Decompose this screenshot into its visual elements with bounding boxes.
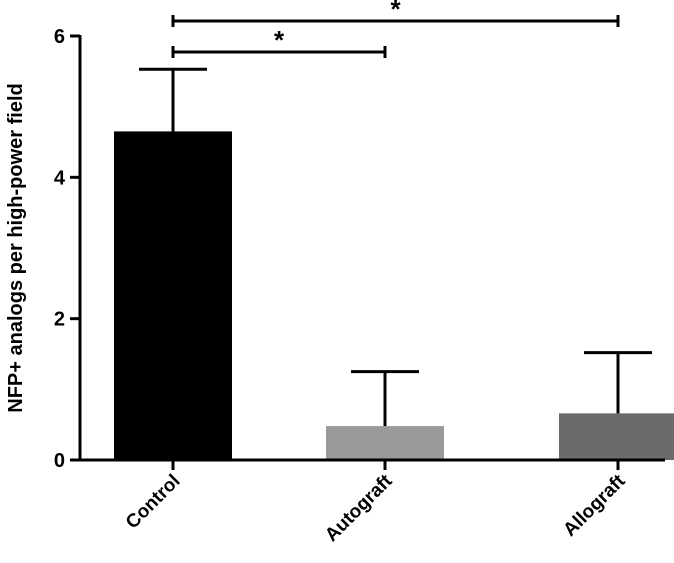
y-tick-label: 0 — [54, 450, 65, 472]
y-axis-label: NFP+ analogs per high-power field — [5, 83, 27, 412]
x-axis-labels: Control Autograft Allograft — [122, 460, 630, 546]
error-bars — [139, 67, 652, 427]
x-tick-label-control: Control — [122, 471, 185, 534]
bar-autograft — [326, 426, 444, 460]
y-tick-label: 6 — [54, 26, 65, 48]
y-axis-ticks: 0 2 4 6 — [54, 26, 80, 472]
bar-allograft — [559, 413, 674, 460]
x-tick-label-allograft: Allograft — [559, 470, 630, 541]
bars — [114, 131, 674, 460]
significance-label: * — [274, 25, 285, 55]
x-tick-label-autograft: Autograft — [321, 470, 397, 546]
y-tick-label: 2 — [54, 309, 65, 331]
bar-control — [114, 131, 232, 460]
significance-brackets: ** — [171, 0, 620, 58]
significance-label: * — [390, 0, 401, 24]
y-tick-label: 4 — [54, 167, 66, 189]
